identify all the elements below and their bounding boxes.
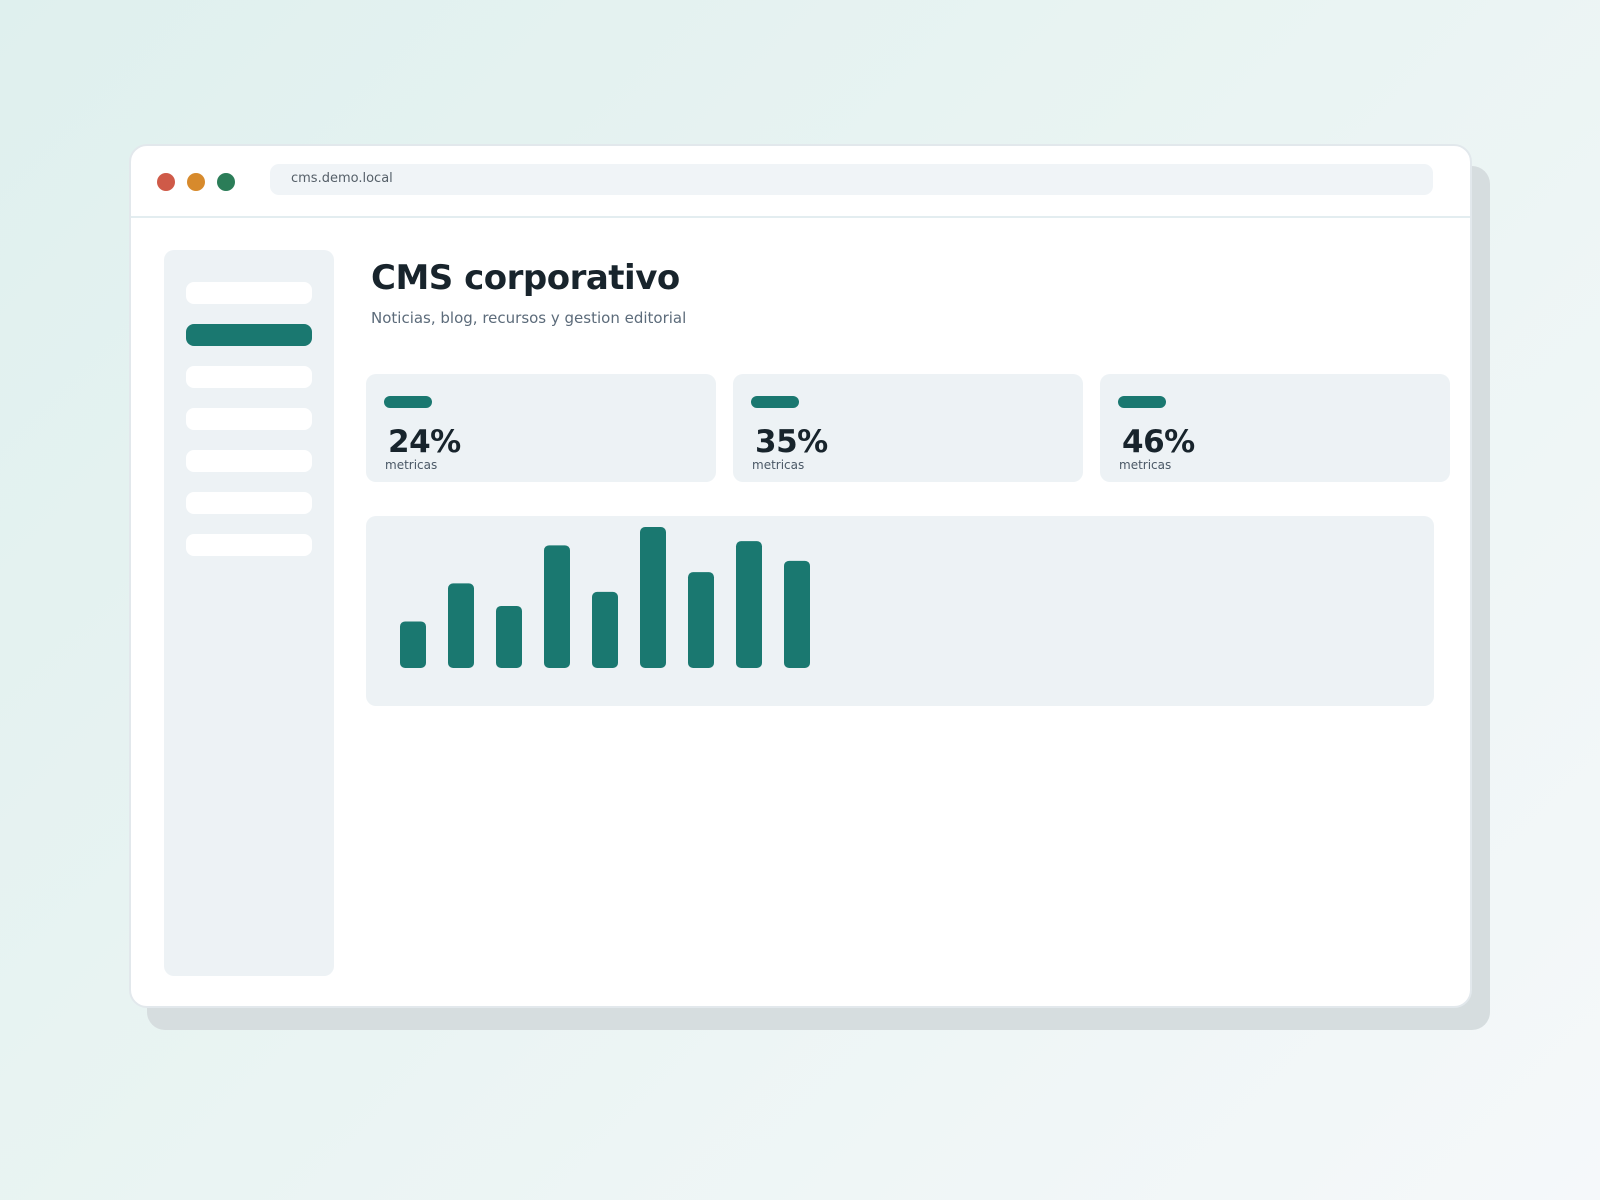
browser-titlebar: cms.demo.local (131, 146, 1470, 218)
metric-card-label: metricas (752, 458, 805, 472)
chart-bar (448, 583, 474, 668)
metric-card-label: metricas (1119, 458, 1172, 472)
chart-bar (640, 527, 666, 668)
minimize-window-button[interactable] (187, 173, 205, 191)
metric-card-accent (384, 396, 432, 408)
page-subtitle: Noticias, blog, recursos y gestion edito… (371, 309, 687, 327)
chart-bar (688, 572, 714, 668)
metric-card-label: metricas (385, 458, 438, 472)
sidebar-item-5[interactable] (186, 450, 312, 472)
address-bar[interactable]: cms.demo.local (270, 164, 1433, 195)
address-bar-url: cms.demo.local (291, 171, 393, 186)
bar-chart (400, 527, 810, 668)
close-window-button[interactable] (157, 173, 175, 191)
chart-bar (400, 621, 426, 668)
sidebar-item-7[interactable] (186, 534, 312, 556)
metric-card: 35% metricas (733, 374, 1083, 482)
chart-bar (784, 560, 810, 668)
metric-card-value: 35% (755, 424, 828, 460)
metric-card-accent (751, 396, 799, 408)
bar-chart-panel (366, 516, 1434, 706)
browser-window: cms.demo.local CMS corporativo Noticias,… (129, 144, 1472, 1008)
sidebar-item-2-active[interactable] (186, 324, 312, 346)
page-title: CMS corporativo (371, 258, 680, 298)
chart-bar (736, 541, 762, 668)
metric-card: 24% metricas (366, 374, 716, 482)
metric-card-value: 46% (1122, 424, 1195, 460)
maximize-window-button[interactable] (217, 173, 235, 191)
chart-bar (544, 545, 570, 668)
sidebar-item-4[interactable] (186, 408, 312, 430)
chart-bar (496, 605, 522, 668)
sidebar (164, 250, 334, 976)
metric-card-accent (1118, 396, 1166, 408)
metric-card-value: 24% (388, 424, 461, 460)
sidebar-item-6[interactable] (186, 492, 312, 514)
chart-bar (592, 591, 618, 668)
sidebar-item-3[interactable] (186, 366, 312, 388)
sidebar-item-1[interactable] (186, 282, 312, 304)
metric-card: 46% metricas (1100, 374, 1450, 482)
